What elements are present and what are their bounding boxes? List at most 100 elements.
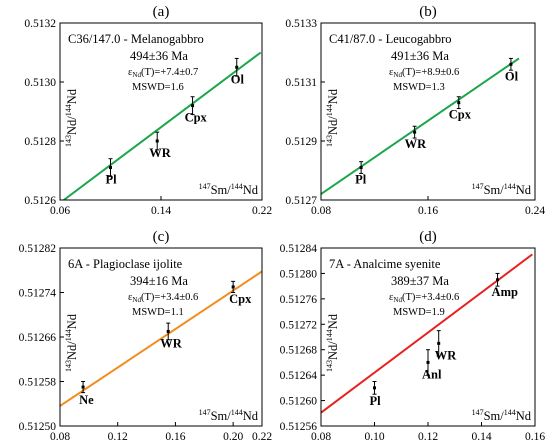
panel-letter: (b) xyxy=(419,4,437,20)
panel-letter: (d) xyxy=(419,229,437,245)
data-point xyxy=(437,341,441,345)
point-label: Pl xyxy=(106,173,118,187)
data-point xyxy=(81,385,85,389)
age-text: 394±16 Ma xyxy=(130,274,188,288)
mswd-text: MSWD=1.1 xyxy=(132,307,184,318)
y-tick-label: 0.51284 xyxy=(280,243,318,255)
data-point xyxy=(413,130,417,134)
data-point xyxy=(166,329,170,333)
point-label: Ne xyxy=(79,393,94,407)
y-tick-label: 0.51276 xyxy=(280,294,318,306)
panel-d: (d) 0.08 0.10 0.12 0.14 0.16 0.51256 0.51260 0.5… xyxy=(280,229,546,443)
panel-b: (b) 0.08 0.16 0.24 0.5127 0.5129 0.5131 0.5133 P… xyxy=(285,4,545,217)
data-point xyxy=(359,166,363,170)
data-point xyxy=(373,386,376,390)
x-tick-label: 0.16 xyxy=(525,431,545,443)
x-tick-label: 0.14 xyxy=(471,431,491,443)
point-label: Cpx xyxy=(229,292,252,306)
y-tick-label: 0.51250 xyxy=(19,421,57,433)
y-axis-label: 143Nd/144Nd xyxy=(325,88,340,147)
x-tick-label: 0.08 xyxy=(50,431,70,443)
x-axis-label: 147Sm/144Nd xyxy=(199,408,259,423)
data-point xyxy=(496,278,500,282)
y-tick-label: 0.5132 xyxy=(24,18,56,30)
y-axis-label: 143Nd/144Nd xyxy=(64,313,79,372)
data-point xyxy=(191,104,195,108)
x-tick-label: 0.08 xyxy=(311,205,331,217)
epsilon-text: εNd(T)=+7.4±0.7 xyxy=(128,67,198,79)
data-point xyxy=(109,166,112,170)
point-label: WR xyxy=(160,336,183,350)
x-tick-label: 0.16 xyxy=(418,205,438,217)
isochron-line xyxy=(63,51,262,200)
y-tick-label: 0.5130 xyxy=(24,77,56,89)
mswd-text: MSWD=1.9 xyxy=(393,307,445,318)
mswd-text: MSWD=1.6 xyxy=(132,82,184,93)
y-tick-label: 0.51274 xyxy=(19,288,57,300)
y-tick-label: 0.51280 xyxy=(280,268,318,280)
age-text: 494±36 Ma xyxy=(130,49,188,63)
y-tick-label: 0.5129 xyxy=(285,136,317,148)
panel-title: 7A - Analcime syenite xyxy=(329,257,441,271)
point-label: Ol xyxy=(505,69,519,83)
data-point xyxy=(509,62,513,66)
isochron-line xyxy=(60,270,262,407)
x-tick-label: 0.24 xyxy=(525,205,545,217)
point-label: WR xyxy=(435,348,458,362)
y-tick-label: 0.5127 xyxy=(285,195,317,207)
x-axis-label: 147Sm/144Nd xyxy=(472,182,532,197)
y-tick-label: 0.51260 xyxy=(280,396,318,408)
data-point xyxy=(235,65,239,69)
data-point xyxy=(155,139,159,143)
x-tick-label: 0.16 xyxy=(165,431,185,443)
point-label: Pl xyxy=(370,394,382,408)
y-tick-label: 0.51264 xyxy=(280,370,318,382)
isochron-line xyxy=(321,57,520,195)
panel-a: (a) 0.06 0.14 0.22 0.5126 0.5128 0.5130 0.5132 P… xyxy=(24,4,272,217)
y-axis-label: 143Nd/144Nd xyxy=(325,313,340,372)
point-label: Pl xyxy=(355,173,367,187)
y-tick-label: 0.5126 xyxy=(24,195,56,207)
x-tick-label: 0.12 xyxy=(108,431,128,443)
point-label: WR xyxy=(405,137,428,151)
y-tick-label: 0.5131 xyxy=(285,77,317,89)
y-tick-label: 0.51256 xyxy=(280,421,318,433)
mswd-text: MSWD=1.3 xyxy=(393,82,445,93)
epsilon-text: εNd(T)=+8.9±0.6 xyxy=(389,67,459,79)
point-label: Amp xyxy=(492,285,518,299)
x-tick-label: 0.22 xyxy=(252,431,272,443)
point-label: WR xyxy=(149,146,172,160)
x-tick-label: 0.06 xyxy=(50,205,70,217)
point-label: Cpx xyxy=(449,108,472,122)
y-tick-label: 0.5133 xyxy=(285,18,317,30)
x-tick-label: 0.22 xyxy=(252,205,272,217)
x-tick-label: 0.08 xyxy=(311,431,331,443)
y-tick-label: 0.5128 xyxy=(24,136,56,148)
x-axis-label: 147Sm/144Nd xyxy=(472,408,532,423)
epsilon-text: εNd(T)=+3.4±0.6 xyxy=(389,292,459,304)
age-text: 389±37 Ma xyxy=(391,274,449,288)
point-label: Ol xyxy=(231,72,245,86)
y-tick-label: 0.51268 xyxy=(280,345,318,357)
y-tick-label: 0.51282 xyxy=(19,243,57,255)
panel-title: C41/87.0 - Leucogabbro xyxy=(329,32,452,46)
data-point xyxy=(426,360,430,364)
data-point xyxy=(231,285,235,289)
panel-title: 6A - Plagioclase ijolite xyxy=(68,257,183,271)
x-tick-label: 0.14 xyxy=(151,205,171,217)
point-label: Anl xyxy=(422,367,442,381)
data-point xyxy=(457,101,461,105)
y-tick-label: 0.51258 xyxy=(19,377,57,389)
y-tick-label: 0.51266 xyxy=(19,332,57,344)
age-text: 491±36 Ma xyxy=(391,49,449,63)
y-axis-label: 143Nd/144Nd xyxy=(64,88,79,147)
x-axis-label: 147Sm/144Nd xyxy=(199,182,259,197)
y-tick-label: 0.51272 xyxy=(280,319,318,331)
panel-c: (c) 0.08 0.12 0.16 0.20 0.22 0.51250 0.51258 0.5… xyxy=(19,229,273,443)
epsilon-text: εNd(T)=+3.4±0.6 xyxy=(128,292,198,304)
x-tick-label: 0.20 xyxy=(223,431,243,443)
x-tick-label: 0.10 xyxy=(364,431,384,443)
panel-title: C36/147.0 - Melanogabbro xyxy=(68,32,204,46)
x-tick-label: 0.12 xyxy=(418,431,438,443)
